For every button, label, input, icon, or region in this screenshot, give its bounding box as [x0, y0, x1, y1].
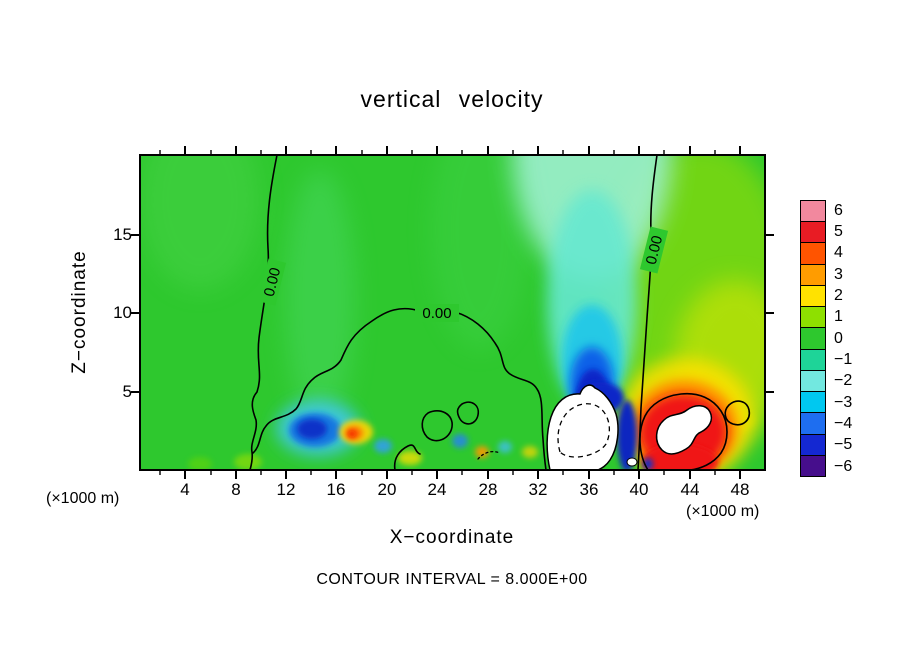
x-tick-label: 24: [427, 480, 447, 499]
colorbar-segment: [801, 434, 825, 456]
x-tick-label: 40: [629, 480, 649, 499]
spot-blue-2: [452, 434, 468, 448]
contour-label-mask: [257, 258, 287, 306]
colorbar-tick-label: −1: [834, 351, 853, 368]
x-ticks-top-minor: [159, 150, 716, 155]
x-tick-label: 4: [180, 480, 190, 499]
contour-label-mask: [415, 304, 459, 322]
x-ticks-top-major: [184, 146, 741, 155]
colorbar-segment: [801, 413, 825, 435]
y-ticks-left: [131, 234, 140, 393]
colorbar-segment: [801, 264, 825, 286]
colorbar-tick-label: 3: [834, 266, 843, 283]
colorbar-tick-label: 5: [834, 223, 843, 240]
contour-interval-caption: CONTOUR INTERVAL = 8.000E+00: [316, 571, 588, 588]
colorbar-tick-label: −2: [834, 372, 853, 389]
zero-contour-loop-3: [724, 400, 751, 426]
plot-title: vertical velocity: [360, 86, 544, 112]
colorbar-tick-label: 1: [834, 308, 843, 325]
contour-label-text: 0.00: [422, 305, 451, 322]
contour-label-text: 0.00: [261, 266, 285, 298]
colorbar-segment: [801, 370, 825, 393]
x-tick-label: 20: [377, 480, 397, 499]
x-axis-unit-label: (×1000 m): [686, 503, 760, 520]
y-tick-label: 10: [113, 303, 132, 322]
x-ticks-bottom-minor: [159, 470, 716, 475]
spot-yellowgreen-2: [188, 457, 212, 470]
colorbar-segment: [801, 285, 825, 308]
zero-contour-right: [637, 155, 658, 470]
colorbar-tick-label: −6: [834, 458, 853, 475]
wash-light-column-2: [430, 155, 530, 350]
field-layer: 0.00 0.00 0.00: [140, 155, 765, 470]
colorbar-segment: [801, 222, 825, 244]
dotted-contour-fragment: [477, 451, 501, 460]
colorbar-tick-label: −4: [834, 415, 853, 432]
x-tick-label: 48: [730, 480, 750, 499]
white-core-updraft: [655, 405, 713, 455]
axes-frame: [131, 146, 774, 479]
zero-contour-loop-2: [456, 401, 480, 425]
y-tick-label: 15: [113, 225, 132, 244]
pocket-dark-core: [297, 419, 327, 439]
colorbar-segment: [801, 243, 825, 265]
colorbar-segment: [801, 328, 825, 350]
spot-orange-2: [475, 446, 489, 458]
colorbar-tick-label: −3: [834, 394, 853, 411]
y-axis-unit-label: (×1000 m): [46, 490, 120, 507]
contour-label-left: 0.00: [257, 258, 287, 306]
colorbar-segment: [801, 455, 825, 477]
colorbar-tick-label: 4: [834, 244, 843, 261]
colorbar: [800, 200, 826, 477]
zero-contour-loop-1: [421, 410, 453, 442]
x-ticks-bottom-major: [184, 470, 741, 479]
colorbar-segment: [801, 307, 825, 329]
spot-yellow-2: [522, 446, 538, 458]
x-tick-label: 44: [680, 480, 700, 499]
x-tick-label: 36: [579, 480, 599, 499]
x-tick-label: 8: [231, 480, 241, 499]
spot-cyan-1: [498, 441, 512, 453]
colorbar-tick-label: 6: [834, 202, 843, 219]
zero-contour-mid-left: [252, 307, 421, 454]
spot-blue-1: [374, 439, 392, 453]
white-speck: [626, 457, 638, 467]
x-axis-label: X−coordinate: [389, 527, 515, 548]
y-tick-label: 5: [122, 382, 132, 401]
contour-label-mask: [639, 226, 669, 274]
colorbar-segment: [801, 201, 825, 223]
wash-light-green: [140, 155, 260, 290]
x-tick-label: 32: [528, 480, 548, 499]
dashed-contour: [557, 403, 611, 458]
contour-label-middle: 0.00: [415, 304, 459, 322]
zero-contours: [249, 155, 751, 470]
spot-yellow-1: [398, 451, 422, 465]
y-ticks-right: [765, 234, 774, 393]
updraft-red-bottom: [642, 444, 718, 470]
zero-contour-left: [249, 155, 278, 470]
contour-label-text: 0.00: [643, 234, 667, 266]
colorbar-tick-label: −5: [834, 436, 853, 453]
wash-light-column: [285, 170, 355, 430]
x-tick-label: 28: [478, 480, 498, 499]
colorbar-tick-label: 2: [834, 287, 843, 304]
colorbar-tick-label: 0: [834, 330, 843, 347]
zero-contour-squiggle: [393, 444, 421, 470]
contour-label-right: 0.00: [639, 226, 669, 274]
blue-rim-right: [617, 400, 637, 470]
x-tick-label: 12: [276, 480, 296, 499]
spot-red-center: [348, 430, 356, 438]
spot-yellowgreen-1: [234, 454, 262, 470]
colorbar-segment: [801, 349, 825, 371]
colorbar-segment: [801, 392, 825, 414]
x-tick-label: 16: [326, 480, 346, 499]
white-core-downdraft: [546, 384, 619, 470]
zero-contour-mid-right: [454, 311, 547, 470]
zero-contour-updraft-loop: [639, 392, 728, 470]
